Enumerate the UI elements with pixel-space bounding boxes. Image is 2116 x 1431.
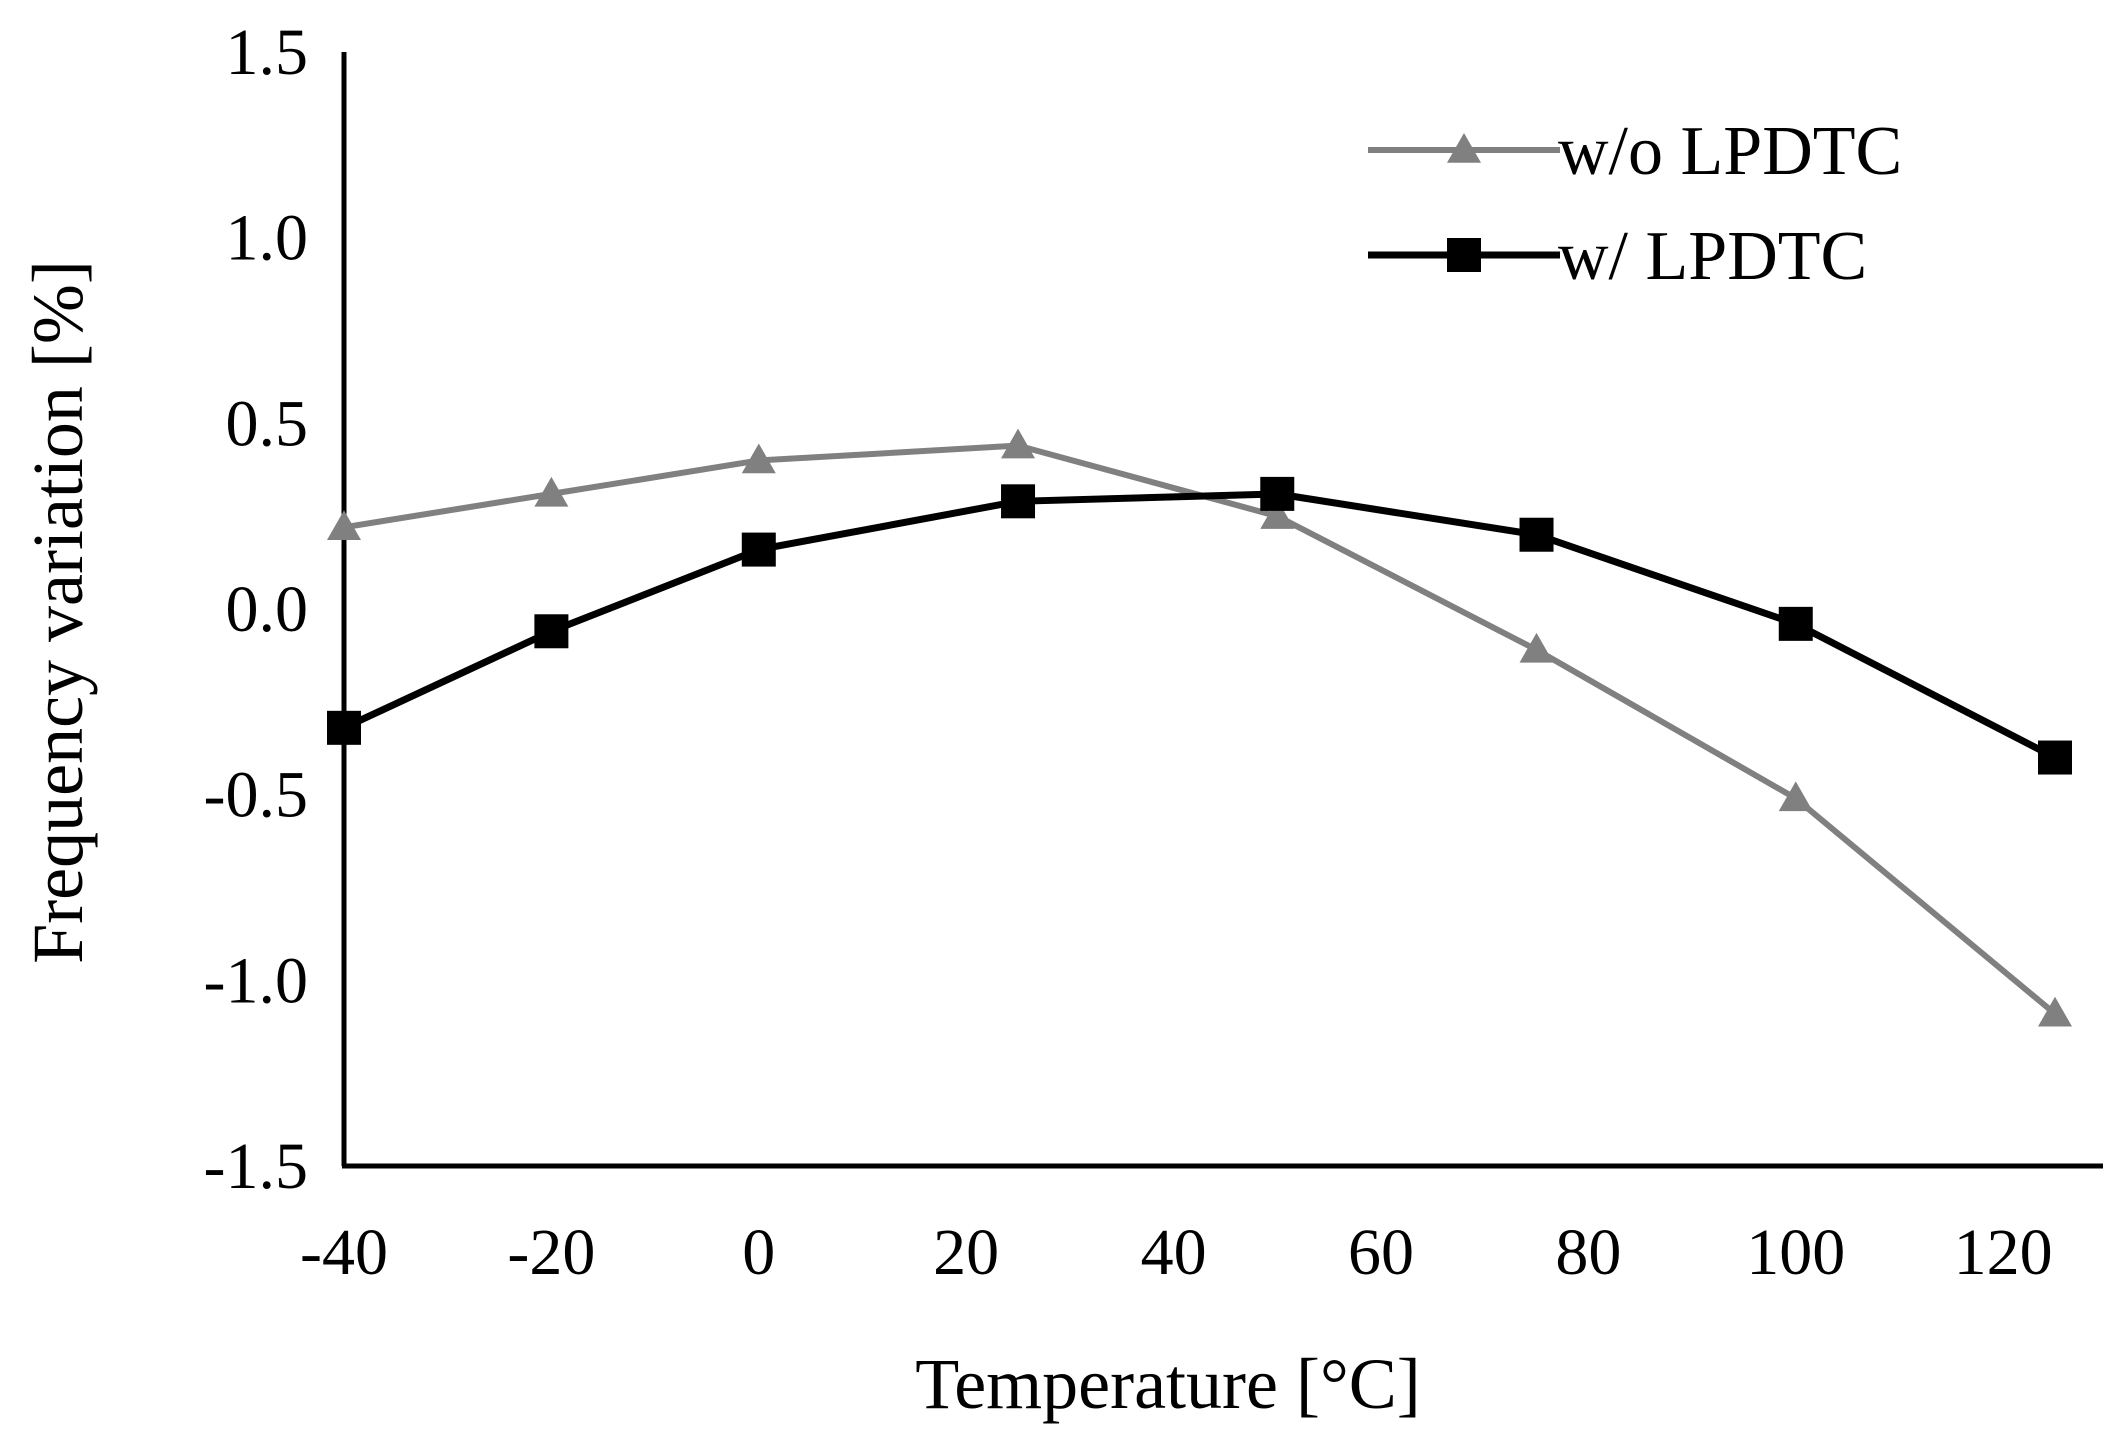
data-point xyxy=(1519,632,1554,663)
series-layer xyxy=(327,428,2072,1027)
legend-marker xyxy=(1447,133,1481,163)
y-tick-label: 0.5 xyxy=(226,387,309,460)
data-point xyxy=(327,510,361,541)
legend-label: w/ LPDTC xyxy=(1558,218,1867,295)
x-tick-label: 20 xyxy=(933,1216,999,1289)
data-point xyxy=(1519,517,1554,552)
x-tick-label: 0 xyxy=(742,1216,775,1289)
series-w-lpdtc xyxy=(327,476,2072,775)
x-axis-title: Temperature [°C] xyxy=(915,1344,1421,1424)
legend-label: w/o LPDTC xyxy=(1558,113,1902,190)
y-tick-label: 0.0 xyxy=(226,573,309,646)
data-point xyxy=(534,614,569,649)
y-tick-label: -1.0 xyxy=(204,944,308,1017)
y-tick-label: 1.0 xyxy=(226,202,309,275)
series-line xyxy=(343,442,2057,1017)
legend-marker xyxy=(1447,238,1481,272)
legend-item: w/ LPDTC xyxy=(1368,218,1867,295)
legend: w/o LPDTC w/ LPDTC xyxy=(1368,113,1902,295)
y-tick-label: -1.5 xyxy=(204,1130,308,1203)
x-tick-labels: -40 -20 0 20 40 60 80 100 120 xyxy=(300,1216,2053,1289)
data-point xyxy=(1260,499,1295,529)
data-point xyxy=(1778,606,1813,641)
y-tick-label: -0.5 xyxy=(204,759,308,832)
axes xyxy=(341,52,2103,1169)
data-point xyxy=(2038,740,2072,775)
legend-item: w/o LPDTC xyxy=(1368,113,1902,190)
x-tick-label: -20 xyxy=(507,1216,595,1289)
x-tick-label: 60 xyxy=(1348,1216,1414,1289)
x-tick-label: -40 xyxy=(300,1216,388,1289)
x-tick-label: 40 xyxy=(1141,1216,1207,1289)
data-point xyxy=(1260,476,1295,511)
y-axis-title: Frequency variation [%] xyxy=(18,260,98,964)
x-tick-label: 80 xyxy=(1555,1216,1621,1289)
series-line xyxy=(342,490,2057,761)
data-point xyxy=(1001,428,1036,459)
series-wo-lpdtc xyxy=(327,428,2072,1027)
data-point xyxy=(741,443,776,474)
data-point xyxy=(1778,781,1813,812)
x-tick-label: 100 xyxy=(1746,1216,1845,1289)
data-point xyxy=(534,476,569,507)
y-tick-label: 1.5 xyxy=(226,16,309,89)
data-point xyxy=(1001,484,1036,519)
data-point xyxy=(327,710,361,745)
data-point xyxy=(741,532,776,567)
y-tick-labels: 1.5 1.0 0.5 0.0 -0.5 -1.0 -1.5 xyxy=(204,16,308,1203)
x-tick-label: 120 xyxy=(1954,1216,2053,1289)
data-point xyxy=(2038,996,2072,1027)
